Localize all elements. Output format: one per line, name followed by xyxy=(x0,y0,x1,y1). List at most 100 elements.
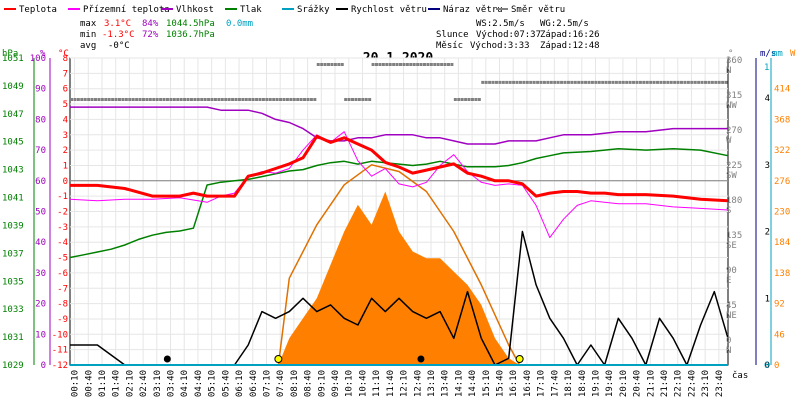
direction-name: E xyxy=(726,276,731,286)
wind-direction-dot xyxy=(234,98,238,101)
wind-direction-dot xyxy=(189,98,193,101)
temperature-tick: -10 xyxy=(52,330,68,340)
wind-direction-dot xyxy=(539,80,543,84)
x-tick-label: 09:40 xyxy=(331,370,341,397)
x-tick-label: 10:10 xyxy=(345,370,355,397)
humidity-tick: 60 xyxy=(35,177,46,187)
x-tick-label: 05:40 xyxy=(221,370,231,397)
wind-direction-dot xyxy=(196,98,200,101)
x-tick-label: 22:40 xyxy=(687,370,697,397)
wind-direction-dot xyxy=(165,98,169,101)
moonrise-marker xyxy=(163,355,171,363)
wind-direction-dot xyxy=(686,80,690,84)
x-axis: 00:10 00:40 01:10 01:40 02:10 02:40 03:10 03:40… xyxy=(71,370,749,397)
direction-name: SW xyxy=(726,171,737,181)
wind-direction-dot xyxy=(385,63,389,66)
solar-tick: 184 xyxy=(774,238,790,248)
wind-direction-dot xyxy=(90,98,94,101)
wind-direction-dot xyxy=(693,80,697,84)
wind-speed-tick: 4 xyxy=(765,94,770,104)
solar-tick: 414 xyxy=(774,85,790,95)
wind-direction-dot xyxy=(659,80,663,84)
wind-direction-dot xyxy=(275,98,279,101)
wind-direction-dot xyxy=(176,98,180,101)
series-rychlost-větru xyxy=(70,230,729,366)
series-teplota xyxy=(70,134,729,203)
wind-direction-dot xyxy=(340,63,344,66)
solar-tick: 276 xyxy=(774,177,790,187)
x-tick-label: 21:40 xyxy=(660,370,670,397)
wind-direction-dot xyxy=(549,80,553,84)
x-tick-label: 13:40 xyxy=(441,370,451,397)
wind-direction-dot xyxy=(87,98,91,101)
wind-direction-dot xyxy=(162,98,166,101)
wind-direction-dot xyxy=(614,80,618,84)
wind-direction-dot xyxy=(700,80,704,84)
x-tick-label: 11:10 xyxy=(372,370,382,397)
wind-direction-dot xyxy=(169,98,173,101)
humidity-tick: 70 xyxy=(35,146,46,156)
solar-tick: 368 xyxy=(774,115,790,125)
x-tick-label: 22:10 xyxy=(674,370,684,397)
wind-direction-dot xyxy=(117,98,121,101)
wind-direction-dot xyxy=(255,98,259,101)
wind-direction-dot xyxy=(347,98,351,101)
wind-direction-dot xyxy=(635,80,639,84)
temperature-tick: -7 xyxy=(57,284,68,294)
x-tick-label: 23:40 xyxy=(715,370,725,397)
wind-speed-tick: 3 xyxy=(765,161,770,171)
wind-direction-dot xyxy=(354,98,358,101)
wind-direction-dot xyxy=(673,80,677,84)
wind-direction-dot xyxy=(152,98,156,101)
wind-direction-dot xyxy=(638,80,642,84)
humidity-tick: 10 xyxy=(35,330,46,340)
wind-direction-dot xyxy=(542,80,546,84)
temperature-tick: -9 xyxy=(57,315,68,325)
wind-direction-dot xyxy=(303,98,307,101)
wind-direction-dot xyxy=(361,98,365,101)
wind-direction-dot xyxy=(183,98,187,101)
x-tick-label: 10:40 xyxy=(358,370,368,397)
direction-name: SE xyxy=(726,241,737,251)
wind-direction-dot xyxy=(299,98,303,101)
wind-direction-dot xyxy=(138,98,142,101)
wind-direction-dot xyxy=(556,80,560,84)
wind-direction-dot xyxy=(632,80,636,84)
x-tick-label: 06:40 xyxy=(249,370,259,397)
wind-direction-dot xyxy=(73,98,77,101)
stat-max-temp: 3.1°C xyxy=(104,19,131,29)
wind-direction-dot xyxy=(597,80,601,84)
stat-max-rain: 0.0mm xyxy=(226,19,253,29)
temperature-tick: -2 xyxy=(57,208,68,218)
temperature-tick: 2 xyxy=(63,146,68,156)
wind-direction-dot xyxy=(697,80,701,84)
wind-direction-dot xyxy=(669,80,673,84)
x-tick-label: 18:40 xyxy=(578,370,588,397)
x-tick-label: 21:10 xyxy=(646,370,656,397)
wind-direction-dot xyxy=(416,63,420,66)
wind-direction-dot xyxy=(522,80,526,84)
x-tick-label: 07:10 xyxy=(262,370,272,397)
x-tick-label: 19:40 xyxy=(605,370,615,397)
direction-name: N xyxy=(726,346,731,356)
x-tick-label: 00:40 xyxy=(84,370,94,397)
temperature-unit: °C xyxy=(58,49,69,59)
wind-direction-dot xyxy=(93,98,97,101)
pressure-tick: 1035 xyxy=(2,277,24,287)
sunrise-marker xyxy=(274,355,283,363)
wind-direction-dot xyxy=(645,80,649,84)
wind-direction-dot xyxy=(412,63,416,66)
wind-direction-dot xyxy=(224,98,228,101)
humidity-tick: 40 xyxy=(35,238,46,248)
moon-label: Měsíc xyxy=(436,41,463,51)
x-tick-label: 02:10 xyxy=(125,370,135,397)
wind-direction-dot xyxy=(121,98,125,101)
wind-direction-dot xyxy=(200,98,204,101)
x-tick-label: 23:10 xyxy=(701,370,711,397)
wind-direction-dot xyxy=(268,98,272,101)
temperature-tick: 7 xyxy=(63,69,68,79)
legend-label: Teplota xyxy=(19,5,57,15)
wind-direction-dot xyxy=(443,63,447,66)
wind-direction-dot xyxy=(405,63,409,66)
x-tick-label: 03:40 xyxy=(167,370,177,397)
